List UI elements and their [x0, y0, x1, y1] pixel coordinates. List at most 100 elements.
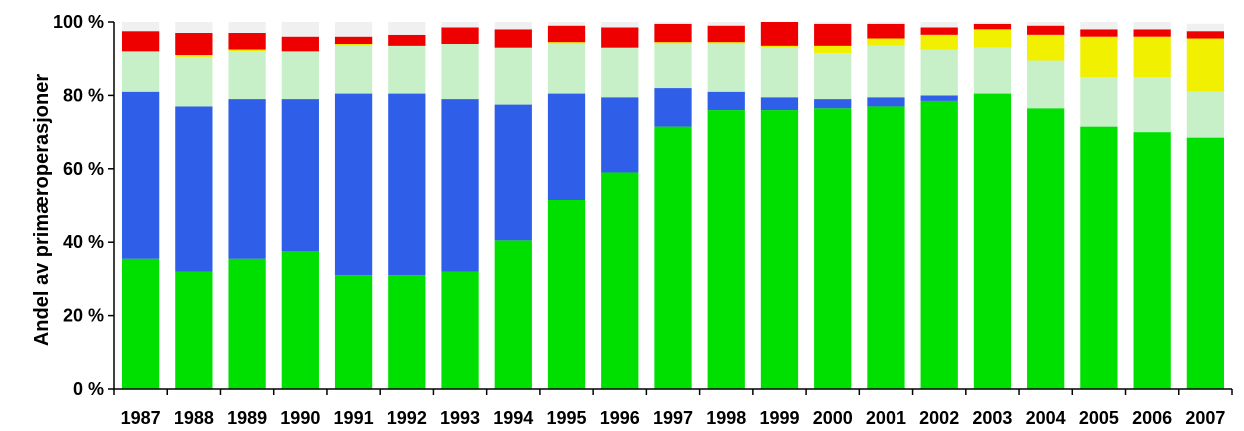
x-tick-label: 1991: [334, 408, 374, 428]
y-tick-label: 60 %: [63, 159, 104, 179]
bar-segment-1995-s2: [547, 93, 586, 200]
bar-segment-1999-s4: [760, 45, 799, 48]
bar-segment-2006-s1: [1133, 132, 1171, 389]
bar-segment-1997-s4: [654, 42, 692, 45]
bar-segment-2006-s3: [1133, 77, 1171, 133]
bar-segment-2007-s6: [1186, 23, 1225, 32]
bar-segment-1996-s2: [601, 97, 639, 173]
bar-segment-1989-s5: [228, 33, 266, 50]
bar-segment-1997-s5: [654, 23, 692, 43]
axes: 0 % 20 % 40 % 60 % 80 % 100 % 1987 1988 1989 1990…: [53, 12, 1233, 428]
bar-segment-1992-s1: [388, 275, 426, 389]
bar-segment-2003-s6: [973, 22, 1012, 24]
bar-segment-1989-s3: [228, 51, 266, 100]
bar-segment-1999-s2: [760, 97, 799, 111]
x-tick-label: 1988: [174, 408, 214, 428]
bar-segment-2007-s5: [1186, 31, 1225, 39]
bar-segment-2000-s6: [814, 22, 852, 24]
bar-segment-1996-s3: [601, 47, 639, 98]
bar-segment-1993-s1: [441, 271, 479, 389]
bar-segment-2002-s6: [920, 22, 958, 28]
bar-segment-1992-s5: [388, 34, 426, 46]
bar-segment-2000-s1: [814, 108, 852, 389]
bar-segment-1989-s2: [228, 99, 266, 259]
bar-segment-2005-s1: [1080, 126, 1118, 389]
bar-segment-1996-s1: [601, 172, 639, 389]
x-tick-label: 2007: [1185, 408, 1225, 428]
bar-segment-2005-s3: [1080, 77, 1118, 127]
bar-segment-2001-s1: [867, 106, 905, 389]
bar-segment-2001-s3: [867, 45, 905, 98]
bar-segment-2004-s5: [1027, 25, 1065, 35]
bar-segment-2004-s1: [1027, 108, 1065, 389]
y-tick-label: 100 %: [53, 12, 104, 32]
bar-segment-2001-s5: [867, 23, 905, 39]
bar-segment-1991-s1: [334, 275, 373, 389]
bar-segment-1998-s1: [707, 110, 745, 389]
bar-segment-1991-s6: [334, 22, 373, 37]
bar-segment-2005-s6: [1080, 22, 1118, 30]
x-tick-label: 1990: [280, 408, 320, 428]
bar-segment-2004-s4: [1027, 34, 1065, 61]
x-tick-label: 1994: [493, 408, 533, 428]
bar-segment-1994-s1: [494, 240, 532, 389]
x-tick-label: 1987: [121, 408, 161, 428]
bar-segment-1991-s3: [334, 45, 373, 94]
bar-segment-1998-s6: [707, 22, 745, 26]
bar-segment-1988-s4: [175, 55, 213, 57]
bar-segment-1988-s2: [175, 106, 213, 272]
bar-segment-1993-s5: [441, 27, 479, 45]
y-tick-label: 80 %: [63, 85, 104, 105]
x-tick-label: 2002: [919, 408, 959, 428]
bar-segment-2001-s2: [867, 97, 905, 107]
bar-segment-2000-s2: [814, 99, 852, 109]
y-tick-label: 20 %: [63, 306, 104, 326]
bar-segment-2005-s5: [1080, 29, 1118, 37]
bar-segment-2002-s1: [920, 100, 958, 390]
bar-segment-1988-s6: [175, 22, 213, 34]
bar-segment-1990-s5: [281, 36, 319, 52]
bar-segment-2003-s3: [973, 47, 1012, 94]
y-tick-label: 0 %: [73, 379, 104, 399]
bar-segment-2001-s6: [867, 22, 905, 24]
bar-segment-1991-s4: [334, 44, 373, 46]
bar-segment-2002-s4: [920, 34, 958, 50]
bar-segment-2006-s5: [1133, 29, 1171, 37]
bar-segment-1998-s5: [707, 25, 745, 43]
bar-segment-1996-s5: [601, 27, 639, 48]
bar-segment-1995-s6: [547, 22, 586, 26]
x-tick-label: 1996: [600, 408, 640, 428]
bar-segment-1995-s5: [547, 25, 586, 43]
bar-segment-1989-s4: [228, 49, 266, 52]
bar-segment-1994-s5: [494, 29, 532, 48]
bar-segment-1993-s3: [441, 44, 479, 100]
bar-segment-2007-s4: [1186, 38, 1225, 92]
bar-segment-1997-s1: [654, 126, 692, 389]
bar-segment-1994-s6: [494, 22, 532, 30]
bar-segment-1998-s2: [707, 91, 745, 111]
bar-segment-1998-s3: [707, 44, 745, 92]
bar-segment-2003-s5: [973, 23, 1012, 30]
bar-segment-1987-s6: [121, 22, 160, 32]
bar-segment-1993-s2: [441, 99, 479, 272]
bar-segment-1995-s4: [547, 42, 586, 45]
bar-segment-1990-s1: [281, 251, 319, 390]
bar-segment-1989-s1: [228, 258, 266, 389]
x-tick-label: 2000: [813, 408, 853, 428]
bar-segment-1987-s1: [121, 258, 160, 389]
bar-segment-1990-s6: [281, 22, 319, 37]
bar-segment-2002-s5: [920, 27, 958, 35]
bar-segment-1993-s6: [441, 22, 479, 28]
bar-segment-1997-s2: [654, 88, 692, 127]
x-tick-label: 1992: [387, 408, 427, 428]
bar-segment-1988-s3: [175, 56, 213, 107]
bar-segment-2000-s3: [814, 53, 852, 100]
bar-segment-1990-s2: [281, 99, 319, 252]
bar-segment-1988-s1: [175, 271, 213, 389]
x-tick-label: 1989: [227, 408, 267, 428]
bar-segment-1987-s2: [121, 91, 160, 259]
y-axis-label: Andel av primæroperasjoner: [31, 74, 53, 347]
bar-segment-2003-s1: [973, 93, 1012, 389]
bar-segment-2002-s3: [920, 49, 958, 96]
